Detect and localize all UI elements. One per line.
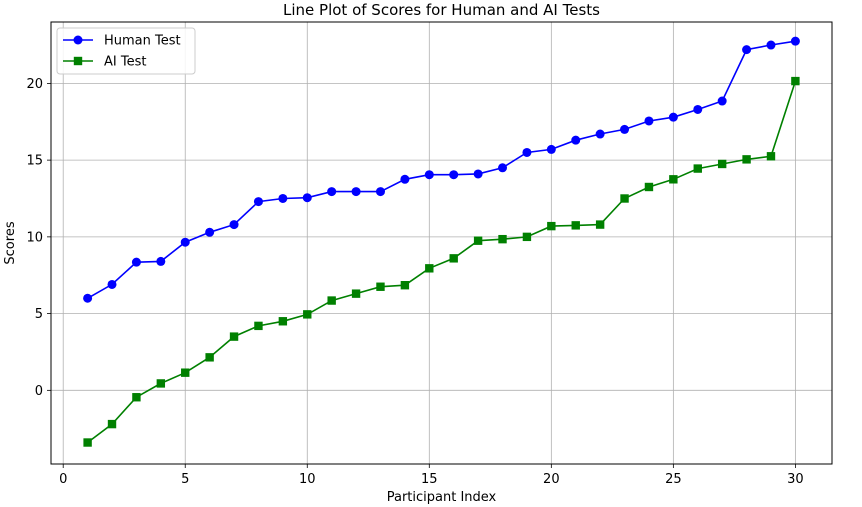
data-point [327,187,337,197]
data-point [473,169,483,179]
data-point [693,104,703,114]
data-point [498,163,508,173]
data-point [156,256,166,266]
legend: Human Test AI Test [56,27,196,75]
data-point [644,182,654,192]
series-line [87,80,797,444]
data-point [107,279,117,289]
data-point [131,257,141,267]
x-tick-label: 30 [787,472,804,487]
data-point [668,112,678,122]
data-point [449,170,459,180]
data-point [254,321,263,331]
data-point [644,116,654,126]
data-point [620,124,630,134]
data-point [107,419,117,429]
series-line [87,40,796,299]
x-tick-label: 25 [665,472,682,487]
data-point [205,353,214,362]
x-tick-label: 5 [181,472,189,487]
data-point [229,332,239,341]
data-point [693,164,702,173]
data-point [522,232,532,242]
legend-item: AI Test [63,55,146,70]
data-point [547,221,556,231]
series-layer [83,36,800,447]
data-point [278,193,288,203]
y-tick-label: 15 [26,154,43,169]
series-human-test [83,36,800,303]
data-point [253,197,263,207]
data-point [522,147,532,157]
data-point [302,193,312,203]
data-point [180,237,190,247]
data-point [473,236,483,245]
data-point [595,129,605,139]
x-tick-label: 20 [543,472,560,487]
chart-title: Line Plot of Scores for Human and AI Tes… [283,1,600,19]
data-point [498,234,507,244]
data-point [595,220,605,229]
data-point [620,194,629,203]
data-point [717,159,727,169]
y-tick-label: 0 [35,384,43,399]
grid-lines [51,22,832,464]
data-point [375,187,385,197]
data-point [229,220,239,230]
legend-marker [73,56,83,66]
data-point [425,264,434,273]
y-tick-label: 5 [35,307,43,322]
y-axis-label: Scores [3,221,18,264]
y-tick-label: 20 [26,77,43,92]
data-point [791,76,800,86]
data-point [278,317,288,326]
data-point [766,40,776,50]
x-tick-label: 10 [299,472,316,487]
legend-item: Human Test [63,34,181,49]
data-point [449,254,458,263]
y-tick-label: 10 [26,230,43,245]
data-point [83,438,92,447]
data-point [424,170,434,180]
data-point [400,174,410,184]
data-point [156,379,166,388]
data-point [717,96,727,106]
data-point [303,310,312,319]
data-point [83,293,93,303]
data-point [766,152,776,161]
legend-marker [73,35,83,45]
x-axis-ticks: 0 5 10 15 20 25 30 [59,464,804,487]
data-point [790,36,800,46]
data-point [400,281,410,290]
data-point [351,289,361,298]
data-point [327,296,336,305]
data-point [132,393,141,402]
data-point [742,155,751,164]
y-axis-ticks: 0 5 10 15 20 [26,77,51,399]
data-point [376,282,385,291]
data-point [205,227,215,237]
legend-label: AI Test [104,55,146,70]
x-tick-label: 15 [421,472,438,487]
legend-label: Human Test [104,34,181,49]
data-point [571,221,580,230]
x-tick-label: 0 [59,472,67,487]
data-point [181,368,190,377]
data-point [351,187,361,197]
data-point [571,135,581,145]
x-axis-label: Participant Index [387,490,497,505]
data-point [546,144,556,154]
data-point [742,45,752,55]
series-ai-test [83,76,800,447]
data-point [669,175,678,184]
plot-frame [50,21,833,465]
